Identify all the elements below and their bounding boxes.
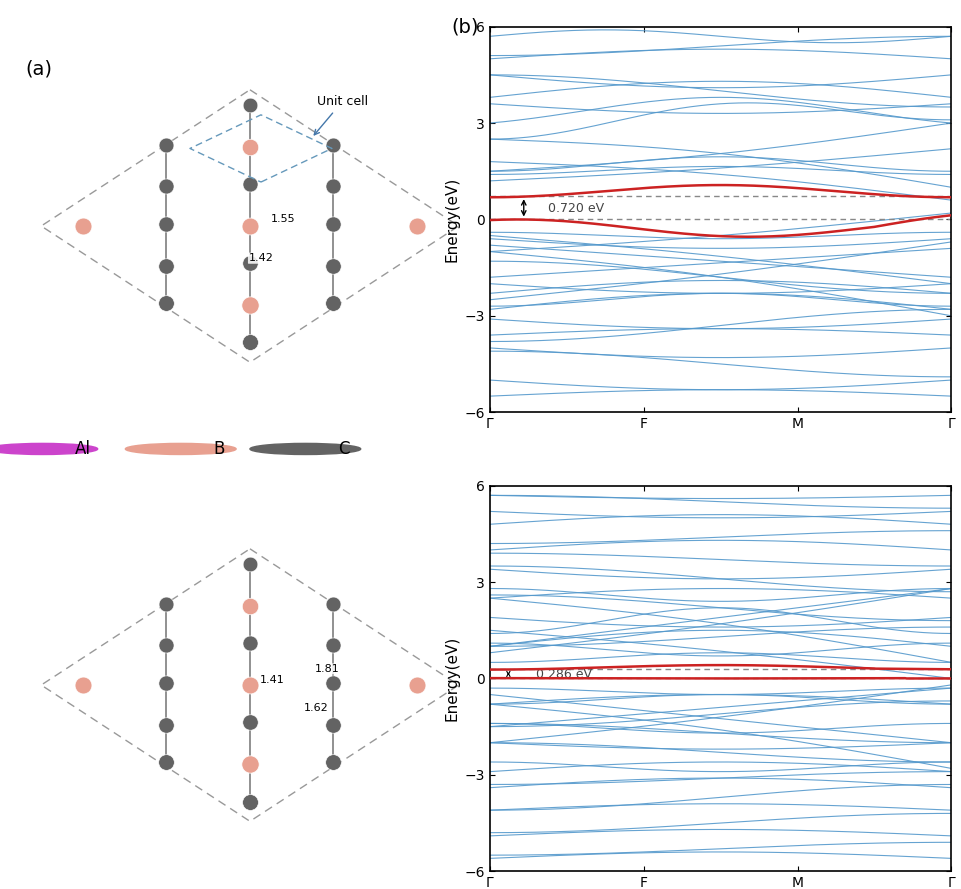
Text: 1.42: 1.42 bbox=[249, 253, 273, 263]
Point bbox=[242, 557, 258, 572]
Point bbox=[326, 638, 341, 653]
Point bbox=[326, 597, 341, 611]
Point bbox=[409, 219, 425, 233]
Point bbox=[242, 140, 258, 154]
Point bbox=[242, 637, 258, 651]
Point bbox=[326, 296, 341, 310]
Text: 1.62: 1.62 bbox=[304, 703, 329, 713]
Point bbox=[159, 717, 174, 732]
Point bbox=[242, 219, 258, 233]
Text: 0.286 eV: 0.286 eV bbox=[536, 669, 592, 681]
Point bbox=[159, 259, 174, 273]
Point bbox=[242, 177, 258, 191]
Circle shape bbox=[125, 444, 236, 454]
Point bbox=[326, 180, 341, 194]
Point bbox=[242, 716, 258, 730]
Circle shape bbox=[250, 444, 360, 454]
Text: (a): (a) bbox=[26, 59, 53, 78]
Point bbox=[242, 335, 258, 349]
Point bbox=[242, 256, 258, 270]
Point bbox=[159, 597, 174, 611]
Point bbox=[242, 98, 258, 112]
Y-axis label: Energy(eV): Energy(eV) bbox=[444, 177, 459, 262]
Text: 0.720 eV: 0.720 eV bbox=[549, 202, 604, 215]
Point bbox=[326, 717, 341, 732]
Point bbox=[159, 217, 174, 231]
Point bbox=[159, 755, 174, 769]
Text: B: B bbox=[213, 440, 225, 458]
Text: 1.81: 1.81 bbox=[314, 664, 339, 674]
Text: Al: Al bbox=[75, 440, 90, 458]
Text: Unit cell: Unit cell bbox=[314, 95, 368, 135]
Point bbox=[409, 678, 425, 693]
Y-axis label: Energy(eV): Energy(eV) bbox=[444, 636, 459, 721]
Point bbox=[242, 757, 258, 772]
Point bbox=[326, 755, 341, 769]
Point bbox=[159, 676, 174, 690]
Point bbox=[242, 795, 258, 809]
Point bbox=[242, 678, 258, 693]
Point bbox=[159, 296, 174, 310]
Circle shape bbox=[0, 444, 98, 454]
Point bbox=[75, 219, 90, 233]
Point bbox=[75, 678, 90, 693]
Point bbox=[326, 217, 341, 231]
Point bbox=[159, 180, 174, 194]
Point bbox=[159, 638, 174, 653]
Point bbox=[242, 599, 258, 613]
Text: 1.55: 1.55 bbox=[271, 213, 295, 224]
Text: (b): (b) bbox=[452, 17, 479, 36]
Text: 1.41: 1.41 bbox=[259, 675, 284, 685]
Text: C: C bbox=[337, 440, 349, 458]
Point bbox=[242, 298, 258, 312]
Point bbox=[326, 138, 341, 152]
Point bbox=[159, 138, 174, 152]
Point bbox=[326, 259, 341, 273]
Point bbox=[326, 676, 341, 690]
